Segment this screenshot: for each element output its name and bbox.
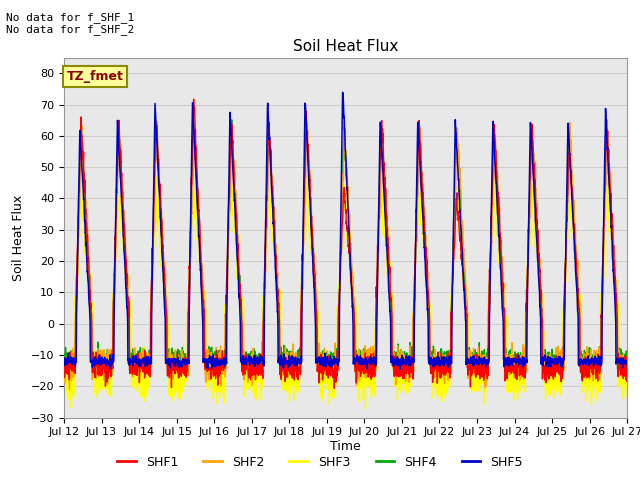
SHF3	[362, 383, 370, 389]
SHF1	[574, 286, 582, 291]
SHF3	[217, 380, 225, 385]
SHF5	[396, 367, 404, 372]
SHF1	[623, 365, 631, 371]
SHF1	[362, 357, 370, 363]
SHF3	[60, 389, 68, 395]
SHF3	[589, 381, 597, 387]
SHF3	[362, 406, 369, 412]
SHF3	[510, 373, 518, 379]
Text: TZ_fmet: TZ_fmet	[67, 70, 124, 83]
SHF5	[374, 232, 382, 238]
SHF1	[330, 385, 338, 391]
SHF2	[60, 355, 68, 360]
SHF3	[303, 173, 311, 179]
SHF2	[589, 355, 597, 361]
Line: SHF2: SHF2	[64, 121, 627, 389]
SHF1	[218, 367, 225, 373]
Line: SHF1: SHF1	[64, 99, 627, 388]
SHF1	[190, 96, 198, 102]
SHF5	[217, 358, 225, 363]
SHF4	[375, 225, 383, 231]
SHF5	[362, 360, 370, 365]
SHF4	[228, 117, 236, 123]
Line: SHF5: SHF5	[64, 92, 627, 370]
SHF3	[574, 296, 582, 302]
SHF4	[589, 352, 597, 358]
SHF4	[510, 353, 518, 359]
Line: SHF3: SHF3	[64, 176, 627, 409]
SHF4	[283, 370, 291, 376]
X-axis label: Time: Time	[330, 440, 361, 453]
SHF1	[589, 359, 597, 364]
SHF1	[375, 213, 383, 218]
SHF2	[362, 350, 370, 356]
SHF2	[218, 352, 225, 358]
SHF5	[623, 358, 631, 364]
SHF4	[623, 355, 631, 361]
SHF2	[66, 386, 74, 392]
SHF5	[60, 362, 68, 368]
SHF2	[623, 365, 631, 371]
SHF4	[60, 358, 68, 364]
SHF4	[217, 360, 225, 365]
SHF2	[510, 361, 518, 367]
Y-axis label: Soil Heat Flux: Soil Heat Flux	[12, 194, 25, 281]
SHF5	[589, 363, 597, 369]
SHF5	[574, 310, 582, 315]
SHF5	[510, 359, 518, 365]
SHF5	[339, 89, 346, 95]
Line: SHF4: SHF4	[64, 120, 627, 373]
SHF2	[574, 258, 582, 264]
SHF3	[375, 240, 383, 246]
SHF2	[375, 241, 383, 247]
SHF1	[60, 356, 68, 362]
Text: No data for f_SHF_1
No data for f_SHF_2: No data for f_SHF_1 No data for f_SHF_2	[6, 12, 134, 36]
SHF2	[153, 118, 161, 124]
Legend: SHF1, SHF2, SHF3, SHF4, SHF5: SHF1, SHF2, SHF3, SHF4, SHF5	[112, 451, 528, 474]
SHF1	[510, 367, 518, 373]
SHF3	[623, 362, 631, 368]
SHF4	[362, 352, 370, 358]
SHF4	[574, 294, 582, 300]
Title: Soil Heat Flux: Soil Heat Flux	[293, 39, 398, 54]
